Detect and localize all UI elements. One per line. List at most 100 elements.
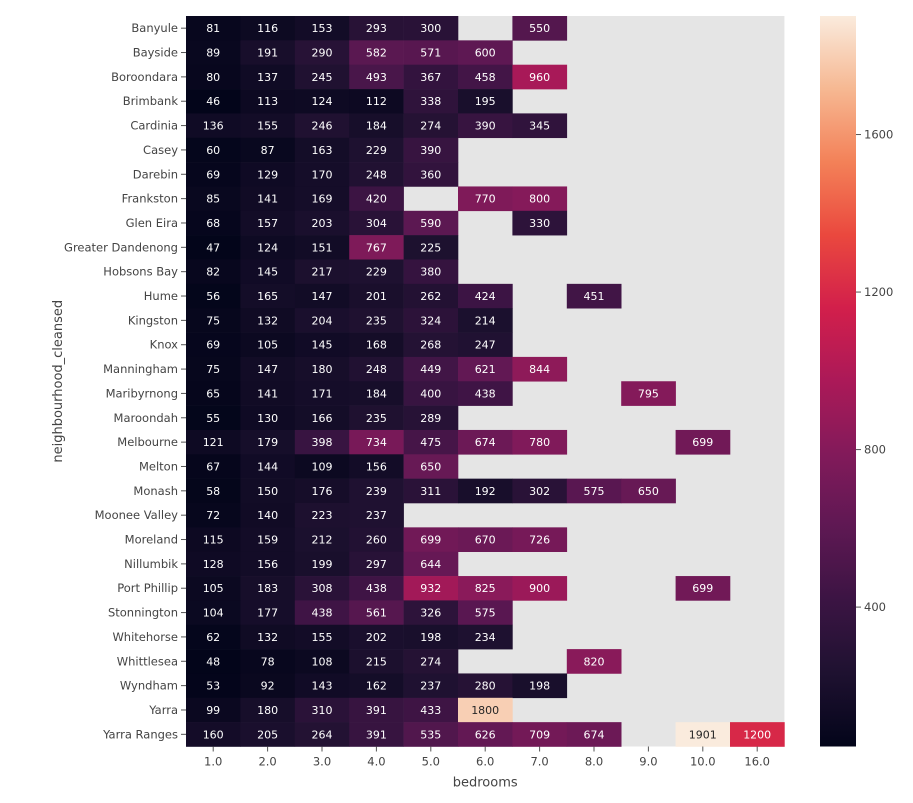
cell-value-label: 180 — [312, 363, 333, 376]
cell-value-label: 308 — [312, 582, 333, 595]
cell-value-label: 438 — [366, 582, 387, 595]
row-tick-label: Whittlesea — [117, 654, 178, 668]
heatmap-cell — [294, 283, 350, 309]
heatmap-cell — [186, 649, 241, 674]
heatmap-cell — [403, 454, 459, 479]
cell-value-label: 420 — [366, 193, 387, 206]
heatmap-cell — [403, 527, 459, 552]
heatmap-cell — [240, 429, 296, 455]
column-tick-label: 2.0 — [258, 755, 276, 769]
cell-value-label: 168 — [366, 339, 387, 352]
heatmap-cell — [294, 478, 350, 504]
heatmap-cell — [403, 283, 459, 309]
heatmap-cell — [240, 673, 296, 699]
cell-value-label: 58 — [206, 485, 220, 498]
cell-value-label: 237 — [420, 680, 441, 693]
heatmap-cell — [240, 283, 296, 309]
cell-value-label: 124 — [257, 241, 278, 254]
heatmap-cell — [403, 673, 459, 699]
cell-value-label: 229 — [366, 144, 387, 157]
cell-value-label: 67 — [206, 460, 220, 473]
heatmap-cell — [403, 16, 459, 41]
heatmap-cell — [186, 381, 241, 406]
heatmap-cell — [403, 600, 459, 626]
heatmap-cell — [512, 64, 568, 90]
heatmap-cell — [294, 162, 350, 187]
cell-value-label: 235 — [366, 412, 387, 425]
cell-value-label: 205 — [257, 728, 278, 741]
heatmap-cell — [186, 405, 241, 431]
heatmap-cell — [186, 113, 241, 139]
cell-value-label: 289 — [420, 412, 441, 425]
cell-value-label: 300 — [420, 22, 441, 35]
heatmap-cell — [240, 89, 296, 114]
cell-value-label: 960 — [529, 71, 550, 84]
heatmap-cell — [294, 429, 350, 455]
heatmap-cell — [240, 649, 296, 674]
cell-value-label: 179 — [257, 436, 278, 449]
heatmap-cell — [512, 576, 568, 601]
row-tick-label: Maribyrnong — [106, 386, 178, 400]
heatmap-cell — [458, 308, 513, 333]
row-tick-label: Brimbank — [123, 94, 179, 108]
cell-value-label: 171 — [312, 387, 333, 400]
cell-value-label: 582 — [366, 47, 387, 60]
heatmap-cell — [240, 527, 296, 552]
heatmap-cell — [294, 503, 350, 528]
heatmap-cell — [403, 235, 459, 260]
cell-value-label: 177 — [257, 607, 278, 620]
heatmap-cell — [349, 259, 404, 285]
cell-value-label: 825 — [475, 582, 496, 595]
cell-value-label: 140 — [257, 509, 278, 522]
heatmap-cell — [186, 576, 241, 601]
heatmap-cell — [349, 308, 404, 333]
heatmap-cell — [294, 454, 350, 479]
heatmap-cell — [186, 697, 241, 723]
row-tick-label: Cardinia — [130, 119, 178, 133]
cell-value-label: 60 — [206, 144, 220, 157]
column-tick-label: 4.0 — [367, 755, 385, 769]
cell-value-label: 46 — [206, 95, 220, 108]
row-tick-label: Whitehorse — [112, 630, 178, 644]
column-tick-label: 1.0 — [204, 755, 222, 769]
cell-value-label: 105 — [203, 582, 224, 595]
cell-value-label: 535 — [420, 728, 441, 741]
cell-value-label: 433 — [420, 704, 441, 717]
cell-value-label: 438 — [475, 387, 496, 400]
cell-value-label: 80 — [206, 71, 220, 84]
cell-value-label: 184 — [366, 120, 387, 133]
cell-value-label: 184 — [366, 387, 387, 400]
heatmap-cell — [403, 162, 459, 187]
row-tick-label: Melbourne — [117, 435, 178, 449]
heatmap-cell — [294, 356, 350, 382]
heatmap-cell — [403, 259, 459, 285]
heatmap-cells: 81 116 153 293 300 550 89 191 290 582 571 600 80 137 2… — [186, 16, 785, 747]
heatmap-cell — [186, 16, 241, 41]
heatmap-cell — [349, 162, 404, 187]
heatmap-cell — [621, 478, 676, 504]
cell-value-label: 129 — [257, 168, 278, 181]
cell-value-label: 113 — [257, 95, 278, 108]
heatmap-cell — [240, 162, 296, 187]
cell-value-label: 575 — [584, 485, 605, 498]
cell-value-label: 260 — [366, 534, 387, 547]
cell-value-label: 699 — [692, 582, 713, 595]
row-tick-label: Hobsons Bay — [103, 265, 178, 279]
heatmap-cell — [240, 478, 296, 504]
cell-value-label: 145 — [312, 339, 333, 352]
cell-value-label: 380 — [420, 266, 441, 279]
cell-value-label: 89 — [206, 47, 220, 60]
heatmap-cell — [403, 137, 459, 163]
cell-value-label: 770 — [475, 193, 496, 206]
heatmap-cell — [294, 16, 350, 41]
cell-value-label: 156 — [366, 460, 387, 473]
heatmap-cell — [294, 137, 350, 163]
cell-value-label: 116 — [257, 22, 278, 35]
cell-value-label: 223 — [312, 509, 333, 522]
cell-value-label: 160 — [203, 728, 224, 741]
row-tick-label: Kingston — [128, 313, 178, 327]
heatmap-cell — [730, 722, 785, 747]
cell-value-label: 302 — [529, 485, 550, 498]
cell-value-label: 72 — [206, 509, 220, 522]
